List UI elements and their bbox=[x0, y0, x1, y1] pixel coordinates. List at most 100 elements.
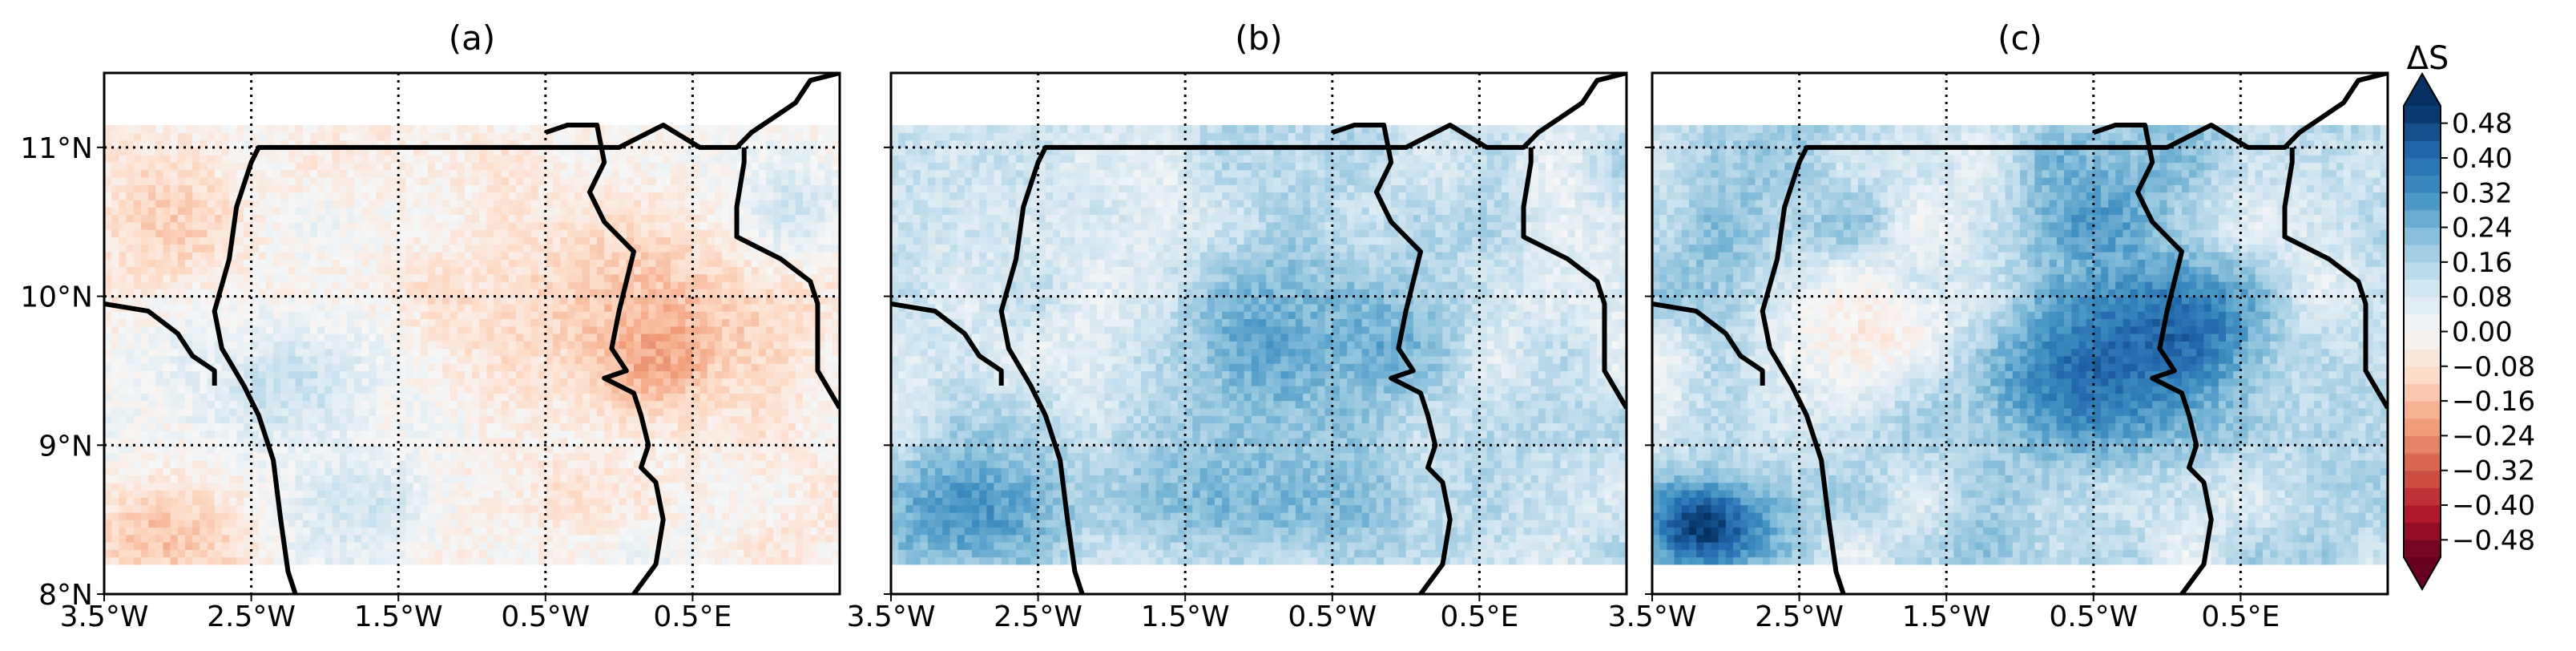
heatmap-cell bbox=[104, 527, 112, 536]
heatmap-cell bbox=[766, 527, 774, 536]
heatmap-cell bbox=[405, 497, 414, 506]
heatmap-cell bbox=[824, 214, 833, 223]
heatmap-cell bbox=[398, 289, 406, 297]
heatmap-cell bbox=[560, 497, 568, 506]
heatmap-cell bbox=[251, 289, 260, 297]
heatmap-cell bbox=[648, 355, 657, 364]
heatmap-cell bbox=[133, 393, 142, 402]
heatmap-cell bbox=[759, 266, 767, 275]
heatmap-cell bbox=[133, 318, 142, 327]
heatmap-cell bbox=[376, 490, 385, 498]
heatmap-cell bbox=[244, 207, 252, 215]
heatmap-cell bbox=[567, 452, 576, 461]
heatmap-cell bbox=[501, 542, 510, 550]
heatmap-cell bbox=[494, 549, 502, 558]
heatmap-cell bbox=[780, 192, 789, 200]
heatmap-cell bbox=[634, 438, 642, 446]
heatmap-cell bbox=[420, 296, 429, 305]
heatmap-cell bbox=[508, 459, 517, 468]
heatmap-cell bbox=[810, 341, 819, 350]
heatmap-cell bbox=[530, 303, 539, 312]
heatmap-cell bbox=[530, 341, 539, 350]
heatmap-cell bbox=[486, 459, 495, 468]
heatmap-cell bbox=[346, 490, 355, 498]
heatmap-cell bbox=[214, 273, 223, 282]
heatmap-cell bbox=[185, 438, 193, 446]
heatmap-cell bbox=[803, 497, 811, 506]
heatmap-cell bbox=[751, 378, 760, 386]
heatmap-cell bbox=[501, 475, 510, 483]
heatmap-cell bbox=[766, 386, 774, 394]
heatmap-cell bbox=[722, 527, 730, 536]
heatmap-cell bbox=[420, 341, 429, 350]
heatmap-cell bbox=[221, 430, 230, 439]
heatmap-cell bbox=[678, 355, 686, 364]
heatmap-cell bbox=[766, 430, 774, 439]
heatmap-cell bbox=[200, 266, 208, 275]
heatmap-cell bbox=[383, 192, 392, 200]
heatmap-cell bbox=[803, 467, 811, 475]
heatmap-cell bbox=[200, 512, 208, 520]
heatmap-cell bbox=[759, 504, 767, 513]
heatmap-cell bbox=[420, 415, 429, 423]
heatmap-cell bbox=[494, 520, 502, 528]
heatmap-cell bbox=[207, 237, 216, 245]
heatmap-cell bbox=[678, 393, 686, 402]
heatmap-cell bbox=[295, 334, 304, 342]
heatmap-cell bbox=[803, 512, 811, 520]
heatmap-cell bbox=[530, 237, 539, 245]
heatmap-cell bbox=[163, 534, 171, 543]
heatmap-cell bbox=[626, 430, 635, 439]
heatmap-cell bbox=[685, 244, 693, 253]
heatmap-cell bbox=[538, 400, 546, 409]
heatmap-cell bbox=[751, 192, 760, 200]
heatmap-cell bbox=[295, 512, 304, 520]
heatmap-cell bbox=[692, 259, 701, 267]
heatmap-cell bbox=[655, 467, 664, 475]
heatmap-cell bbox=[729, 266, 738, 275]
heatmap-cell bbox=[729, 341, 738, 350]
heatmap-cell bbox=[530, 423, 539, 431]
heatmap-cell bbox=[655, 452, 664, 461]
heatmap-cell bbox=[699, 452, 708, 461]
heatmap-cell bbox=[361, 423, 370, 431]
heatmap-cell bbox=[405, 467, 414, 475]
heatmap-cell bbox=[582, 407, 591, 416]
heatmap-cell bbox=[824, 378, 833, 386]
heatmap-cell bbox=[574, 438, 583, 446]
heatmap-cell bbox=[729, 199, 738, 208]
heatmap-cell bbox=[280, 459, 289, 468]
heatmap-cell bbox=[325, 438, 333, 446]
heatmap-cell bbox=[736, 348, 745, 357]
heatmap-cell bbox=[538, 430, 546, 439]
heatmap-cell bbox=[413, 259, 421, 267]
heatmap-cell bbox=[663, 415, 671, 423]
heatmap-cell bbox=[523, 281, 532, 289]
heatmap-cell bbox=[405, 214, 414, 223]
heatmap-cell bbox=[648, 289, 657, 297]
heatmap-cell bbox=[795, 497, 804, 506]
heatmap-cell bbox=[317, 542, 325, 550]
heatmap-cell bbox=[729, 355, 738, 364]
heatmap-cell bbox=[501, 273, 510, 282]
heatmap-cell bbox=[119, 534, 127, 543]
heatmap-cell bbox=[803, 334, 811, 342]
heatmap-cell bbox=[302, 378, 311, 386]
heatmap-cell bbox=[361, 334, 370, 342]
heatmap-cell bbox=[148, 542, 156, 550]
heatmap-cell bbox=[714, 467, 723, 475]
heatmap-cell bbox=[148, 199, 156, 208]
heatmap-cell bbox=[817, 273, 826, 282]
heatmap-cell bbox=[354, 407, 362, 416]
heatmap-cell bbox=[516, 289, 524, 297]
heatmap-cell bbox=[824, 296, 833, 305]
heatmap-cell bbox=[508, 214, 517, 223]
heatmap-cell bbox=[170, 504, 179, 513]
heatmap-cell bbox=[759, 221, 767, 230]
heatmap-cell bbox=[258, 512, 267, 520]
heatmap-cell bbox=[302, 490, 311, 498]
heatmap-cell bbox=[346, 534, 355, 543]
heatmap-cell bbox=[266, 459, 274, 468]
heatmap-cell bbox=[192, 520, 200, 528]
heatmap-cell bbox=[479, 192, 487, 200]
